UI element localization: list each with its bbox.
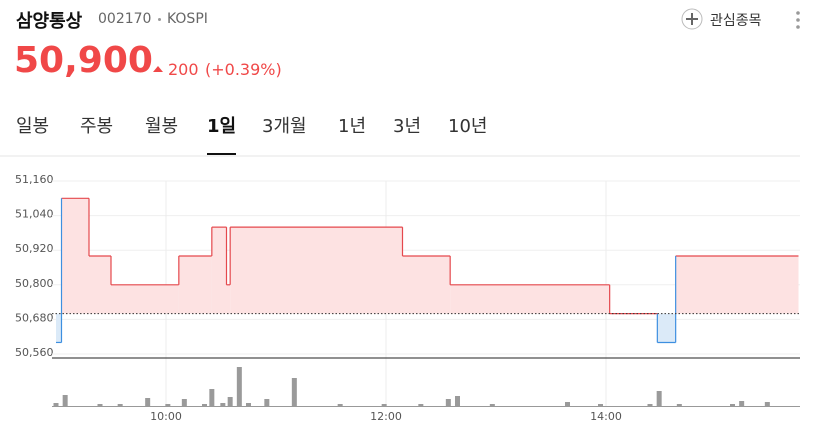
price-area	[56, 313, 62, 343]
tab[interactable]: 3년	[393, 116, 422, 137]
more-menu[interactable]	[794, 10, 802, 32]
volume-bar	[381, 404, 387, 406]
watch-button[interactable]: 관심종목	[710, 13, 762, 29]
volume-bar	[739, 401, 745, 406]
y-tick-label: 50,680	[15, 311, 54, 324]
x-tick-label: 12:00	[370, 410, 402, 423]
tab[interactable]: 일봉	[16, 116, 50, 137]
volume-bar	[227, 397, 233, 406]
volume-bar	[220, 403, 226, 406]
volume-bar	[764, 402, 770, 406]
volume-bar	[165, 404, 171, 406]
y-tick-label: 50,920	[15, 242, 54, 255]
volume-bar	[565, 402, 570, 406]
y-tick-label: 50,800	[15, 277, 54, 290]
up-arrow	[153, 66, 163, 72]
volume-bar	[455, 396, 460, 406]
stock-code: 002170	[98, 11, 152, 27]
price-area	[230, 227, 403, 314]
volume-bar	[145, 398, 151, 406]
volume-bar	[264, 399, 270, 406]
volume-bar	[291, 378, 297, 406]
volume-bar	[202, 404, 207, 406]
volume-bar	[656, 391, 662, 406]
price-area	[226, 284, 231, 314]
x-tick-label: 10:00	[150, 410, 182, 423]
price-area	[178, 255, 212, 314]
price-area	[402, 255, 451, 314]
x-tick-label: 14:00	[590, 410, 622, 423]
change: 200	[168, 60, 199, 79]
volume-bar	[181, 399, 187, 406]
price-area	[211, 227, 227, 314]
volume-bar	[236, 367, 242, 406]
volume-bar	[117, 404, 123, 406]
plus-icon[interactable]	[681, 8, 703, 30]
price: 50,900	[14, 40, 153, 81]
tab[interactable]: 1일	[207, 116, 237, 137]
volume-bar	[62, 395, 68, 406]
volume-bar	[418, 404, 424, 406]
tab[interactable]: 주봉	[80, 116, 114, 137]
tab[interactable]: 1년	[338, 116, 367, 137]
tab-underline	[207, 153, 236, 155]
volume-bar	[676, 404, 682, 406]
volume-bar	[53, 403, 59, 406]
volume-bar	[209, 389, 215, 406]
volume-bar	[246, 403, 251, 406]
tab[interactable]: 3개월	[262, 116, 307, 137]
volume-bar	[598, 404, 603, 406]
y-tick-label: 50,560	[15, 346, 54, 359]
price-area	[111, 284, 179, 314]
price-area	[675, 255, 799, 314]
price-area	[450, 284, 610, 314]
separator	[158, 18, 161, 21]
y-tick-label: 51,040	[15, 208, 54, 221]
volume-bar	[97, 404, 103, 406]
price-area	[61, 198, 89, 314]
price-area	[89, 255, 111, 314]
stock-name: 삼양통상	[16, 11, 83, 32]
y-tick-label: 51,160	[15, 173, 54, 186]
chart: 50,560 50,680 50,800 50,920 51,040 51,160 10:0…	[0, 153, 800, 423]
volume-bar	[337, 404, 343, 406]
change-pct: (+0.39%)	[205, 60, 282, 79]
market: KOSPI	[167, 11, 208, 27]
volume-bar	[647, 404, 653, 406]
price-area	[657, 313, 676, 343]
tab[interactable]: 10년	[448, 116, 488, 137]
volume-bar	[730, 404, 735, 406]
volume-bar	[489, 404, 495, 406]
tab[interactable]: 월봉	[145, 116, 179, 137]
volume-bar	[445, 399, 451, 406]
